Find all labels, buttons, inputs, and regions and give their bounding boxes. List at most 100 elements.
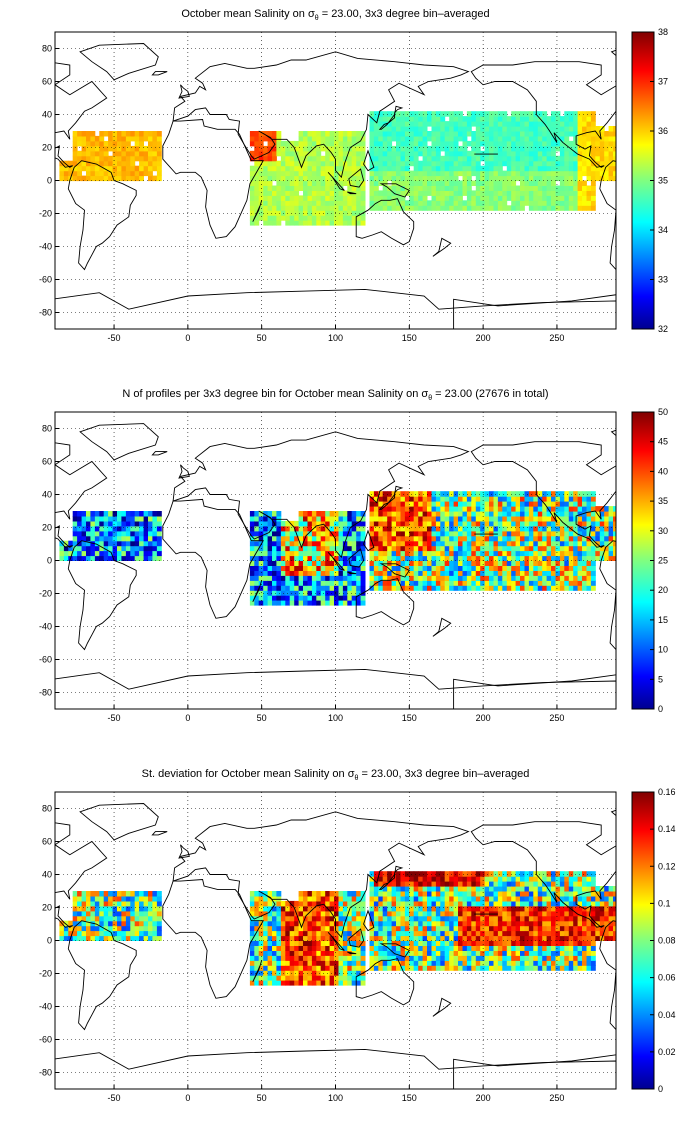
data-cell: [559, 195, 565, 201]
data-cell: [551, 530, 556, 537]
data-cell: [81, 900, 87, 907]
data-cell: [493, 121, 499, 127]
data-cell: [320, 215, 326, 221]
data-cell: [413, 965, 419, 971]
data-cell: [396, 180, 401, 186]
data-cell: [528, 185, 534, 191]
data-cell: [391, 535, 397, 542]
data-cell: [537, 585, 543, 591]
data-cell: [373, 965, 379, 971]
data-cell: [444, 575, 450, 581]
data-cell: [108, 511, 113, 517]
data-cell: [462, 925, 468, 932]
data-cell: [289, 960, 295, 966]
data-cell: [396, 126, 401, 132]
data-cell: [511, 185, 517, 191]
data-cell: [267, 145, 273, 152]
data-cell: [369, 525, 375, 532]
data-cell: [298, 511, 304, 517]
data-cell: [280, 175, 286, 182]
data-cells: [59, 871, 616, 986]
data-cell: [378, 565, 384, 571]
data-cell: [103, 155, 109, 162]
data-cell: [77, 545, 82, 552]
data-cell: [289, 170, 295, 177]
data-cell: [351, 540, 357, 547]
data-cell: [422, 935, 428, 941]
data-cell: [391, 560, 397, 566]
data-cell: [453, 905, 459, 912]
data-cell: [555, 535, 561, 542]
data-cell: [471, 950, 477, 956]
data-cell: [409, 516, 415, 522]
data-cell: [471, 131, 477, 137]
data-cell: [338, 965, 344, 971]
data-cell: [108, 891, 113, 897]
data-cell: [537, 560, 543, 566]
data-cell: [559, 501, 565, 507]
data-cell: [338, 210, 344, 216]
data-cell: [400, 150, 406, 157]
data-cell: [338, 160, 344, 167]
data-cell: [152, 930, 158, 937]
data-cell: [94, 540, 100, 547]
data-cell: [334, 140, 339, 147]
data-cell: [382, 896, 388, 902]
data-cell: [263, 160, 269, 167]
data-cell: [551, 575, 556, 581]
data-cell: [72, 175, 78, 182]
data-cell: [254, 170, 260, 177]
data-cell: [449, 491, 455, 497]
data-cell: [418, 511, 424, 517]
data-cell: [546, 555, 552, 561]
data-cell: [511, 560, 517, 566]
data-cell: [590, 205, 596, 211]
data-cell: [373, 871, 379, 877]
data-cell: [316, 220, 322, 226]
data-cell: [294, 220, 300, 226]
data-cell: [435, 170, 441, 177]
data-cell: [528, 116, 534, 122]
data-cell: [373, 491, 379, 497]
data-cell: [112, 896, 118, 902]
data-cell: [263, 550, 269, 557]
data-cell: [303, 180, 308, 186]
data-cell: [94, 930, 100, 937]
data-cell: [559, 180, 565, 186]
data-cell: [254, 600, 260, 606]
data-cell: [94, 910, 100, 917]
data-cell: [382, 955, 388, 961]
data-cell: [285, 935, 291, 941]
data-cell: [373, 555, 379, 561]
data-cell: [444, 506, 450, 512]
data-cell: [613, 131, 616, 137]
data-cell: [387, 920, 393, 927]
data-cell: [59, 935, 65, 941]
data-cell: [285, 140, 291, 147]
data-cell: [489, 170, 494, 177]
data-cell: [524, 160, 530, 167]
data-cell: [329, 920, 335, 927]
data-cell: [86, 900, 91, 907]
data-cell: [502, 131, 508, 137]
data-cell: [316, 600, 322, 606]
data-cell: [134, 891, 140, 897]
data-cell: [342, 155, 348, 162]
data-cell: [573, 126, 579, 132]
data-cell: [413, 525, 419, 532]
data-cell: [249, 970, 255, 976]
data-cell: [466, 540, 472, 547]
data-cell: [453, 155, 459, 162]
data-cell: [351, 900, 357, 907]
data-cell: [489, 131, 494, 137]
data-cell: [435, 185, 441, 191]
data-cell: [413, 170, 419, 177]
coastline: [348, 168, 365, 188]
data-cell: [289, 935, 295, 941]
data-cell: [351, 155, 357, 162]
data-cell: [471, 195, 477, 201]
data-cell: [303, 920, 308, 927]
data-cell: [307, 980, 313, 986]
data-cell: [280, 575, 286, 581]
data-cell: [497, 160, 503, 167]
